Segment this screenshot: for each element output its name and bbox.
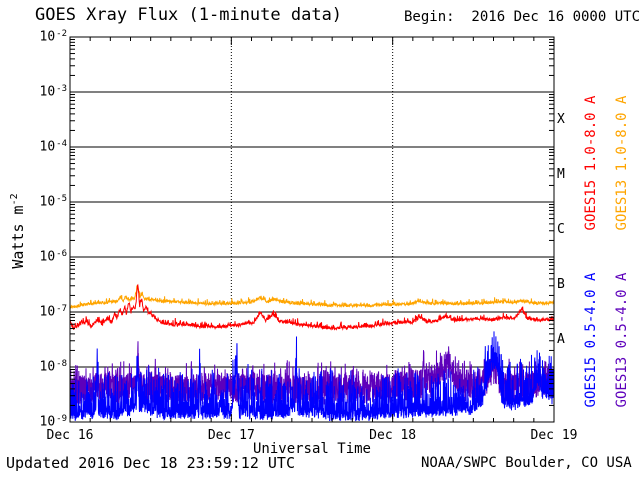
trace-goes13-1-0-8-0-a [69, 285, 555, 310]
x-tick-label: Dec 16 [46, 428, 94, 443]
y-tick-label: 10-4 [39, 139, 68, 155]
data-traces [69, 283, 555, 422]
flare-class-m: M [557, 166, 565, 182]
flare-class-a: A [557, 331, 565, 347]
legend-goes15-long: GOES15 1.0-8.0 A [583, 95, 599, 231]
y-axis-label-exponent: -2 [9, 193, 20, 206]
flare-class-x: X [557, 111, 565, 127]
y-tick-label: 10-5 [39, 194, 68, 210]
y-tick-label: 10-8 [39, 359, 68, 375]
y-tick-label: 10-6 [39, 249, 68, 265]
grid-lines [70, 37, 554, 422]
x-tick-label: Dec 19 [530, 428, 578, 443]
begin-timestamp: Begin: 2016 Dec 16 0000 UTC [404, 9, 640, 25]
y-tick-label: 10-3 [39, 84, 68, 100]
axes-frame [69, 36, 555, 423]
chart-title: GOES Xray Flux (1-minute data) [35, 5, 343, 25]
y-tick-label: 10-7 [39, 304, 68, 320]
source-credit: NOAA/SWPC Boulder, CO USA [421, 455, 632, 471]
legend-goes13-short: GOES13 0.5-4.0 A [614, 272, 630, 408]
y-axis-label: Watts m-2 [9, 151, 27, 311]
trace-goes15-0-5-4-0-a [69, 331, 555, 422]
updated-timestamp: Updated 2016 Dec 18 23:59:12 UTC [6, 454, 295, 472]
plot-frame [69, 36, 555, 423]
y-tick-label: 10-9 [39, 414, 68, 430]
flare-class-c: C [557, 221, 565, 237]
legend-goes15-short: GOES15 0.5-4.0 A [583, 272, 599, 408]
x-tick-label: Dec 18 [369, 428, 417, 443]
x-axis-label: Universal Time [252, 441, 371, 457]
y-tick-label: 10-2 [39, 29, 68, 45]
trace-goes15-1-0-8-0-a [69, 283, 555, 331]
legend-goes13-long: GOES13 1.0-8.0 A [614, 95, 630, 231]
x-tick-label: Dec 17 [207, 428, 255, 443]
flare-class-b: B [557, 276, 565, 292]
